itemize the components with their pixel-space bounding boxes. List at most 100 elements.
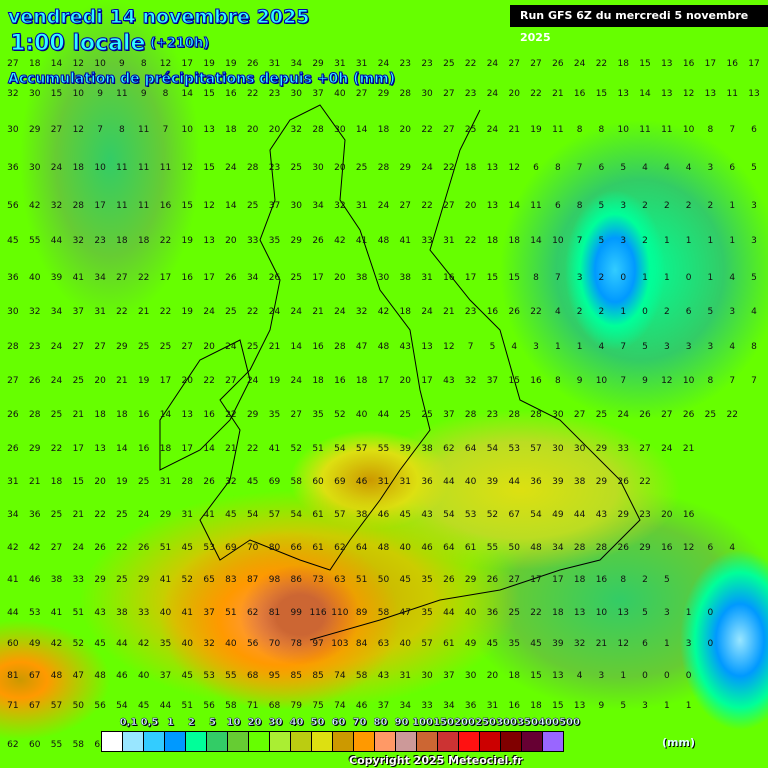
grid-value: 32 — [290, 125, 302, 135]
grid-value: 3 — [751, 201, 757, 211]
grid-value: 35 — [312, 410, 324, 420]
grid-value: 46 — [355, 477, 368, 487]
grid-value: 15 — [72, 477, 85, 487]
grid-value: 19 — [530, 125, 542, 135]
grid-value: 22 — [443, 163, 455, 173]
legend-tick: 350 — [517, 717, 538, 728]
grid-value: 33 — [72, 575, 85, 585]
grid-value: 17 — [377, 376, 390, 386]
grid-value: 26 — [552, 59, 564, 69]
grid-value: 13 — [486, 201, 499, 211]
grid-value: 24 — [72, 543, 85, 553]
grid-value: 29 — [28, 444, 41, 454]
legend-swatch — [522, 732, 543, 751]
grid-value: 11 — [552, 125, 564, 135]
grid-value: 29 — [595, 477, 608, 487]
grid-value: 27 — [7, 376, 19, 386]
grid-value: 25 — [137, 477, 150, 487]
grid-value: 30 — [377, 273, 390, 283]
grid-value: 24 — [290, 307, 302, 317]
grid-value: 40 — [355, 410, 368, 420]
grid-value: 14 — [159, 410, 172, 420]
grid-value: 14 — [530, 236, 542, 246]
grid-value: 28 — [72, 201, 85, 211]
grid-value: 22 — [159, 307, 172, 317]
grid-value: 35 — [159, 639, 172, 649]
grid-value: 26 — [508, 307, 520, 317]
grid-value: 43 — [421, 510, 433, 520]
grid-value: 3 — [598, 671, 605, 681]
grid-value: 52 — [181, 575, 193, 585]
grid-value: 6 — [685, 307, 692, 317]
grid-value: 22 — [159, 236, 172, 246]
grid-value: 27 — [116, 273, 128, 283]
grid-value: 5 — [707, 307, 714, 317]
grid-value: 41 — [355, 236, 368, 246]
grid-row: 28 23 24 27 27 29 25 25 27 20 24 25 21 14 16 28 47 48 43 13… — [2, 342, 768, 352]
grid-value: 23 — [464, 89, 477, 99]
grid-value: 24 — [268, 307, 281, 317]
grid-value: 37 — [268, 201, 281, 211]
grid-value: 25 — [50, 410, 63, 420]
legend-swatch — [165, 732, 186, 751]
grid-value: 41 — [159, 575, 172, 585]
legend-tick: 60 — [331, 717, 346, 728]
grid-value: 32 — [334, 201, 346, 211]
grid-value: 15 — [181, 201, 193, 211]
grid-value: 38 — [116, 608, 128, 618]
grid-value: 63 — [377, 639, 390, 649]
grid-value: 44 — [159, 701, 172, 711]
grid-value: 31 — [159, 477, 172, 487]
grid-value: 28 — [464, 410, 477, 420]
grid-value: 48 — [377, 342, 390, 352]
grid-value: 43 — [377, 671, 390, 681]
grid-row: 42 42 27 24 26 22 26 51 45 53 69 70 80 66 61 62 64 48 40 46… — [2, 543, 743, 553]
grid-value: 19 — [181, 236, 193, 246]
grid-value: 0 — [707, 639, 714, 649]
grid-value: 32 — [72, 236, 85, 246]
grid-value: 27 — [50, 543, 63, 553]
grid-value: 3 — [642, 701, 648, 711]
color-legend — [101, 731, 564, 752]
grid-value: 42 — [137, 639, 150, 649]
grid-value: 3 — [576, 273, 583, 283]
grid-value: 26 — [443, 575, 455, 585]
grid-value: 8 — [751, 342, 757, 352]
grid-value: 37 — [443, 671, 455, 681]
grid-value: 28 — [246, 163, 259, 173]
grid-value: 13 — [203, 236, 215, 246]
grid-value: 21 — [137, 307, 150, 317]
grid-value: 20 — [464, 201, 477, 211]
grid-value: 30 — [334, 125, 346, 135]
grid-value: 31 — [94, 307, 106, 317]
grid-row: 71 67 57 50 56 54 45 44 51 56 58 71 68 79 75 74 46 37 34 33… — [2, 701, 700, 711]
grid-value: 7 — [576, 236, 583, 246]
grid-value: 16 — [530, 376, 542, 386]
legend-ticks: 0,1 0,5 1 2 5 10 20 30 40 50 60 70 80 90 100 150 200 250 3… — [118, 716, 580, 729]
grid-value: 7 — [576, 163, 583, 173]
grid-value: 60 — [28, 740, 41, 750]
grid-value: 4 — [598, 342, 605, 352]
grid-value: 64 — [443, 543, 455, 553]
grid-value: 49 — [464, 639, 477, 649]
grid-value: 17 — [72, 444, 85, 454]
grid-value: 28 — [377, 163, 390, 173]
grid-value: 14 — [116, 444, 128, 454]
grid-value: 29 — [399, 163, 411, 173]
grid-value: 31 — [377, 477, 390, 487]
grid-value: 25 — [464, 125, 477, 135]
grid-value: 25 — [443, 59, 455, 69]
legend-swatch — [123, 732, 144, 751]
grid-value: 6 — [751, 125, 757, 135]
grid-value: 21 — [72, 410, 85, 420]
grid-value: 29 — [94, 575, 106, 585]
grid-value: 62 — [443, 444, 455, 454]
grid-value: 45 — [486, 639, 499, 649]
grid-row: 81 67 48 47 48 46 40 37 45 53 55 68 95 85 85 74 58 43 31 30… — [2, 671, 700, 681]
grid-value: 2 — [642, 201, 648, 211]
grid-value: 18 — [94, 410, 106, 420]
grid-value: 28 — [530, 410, 542, 420]
grid-value: 28 — [334, 342, 346, 352]
grid-value: 17 — [464, 273, 477, 283]
grid-value: 65 — [203, 575, 215, 585]
